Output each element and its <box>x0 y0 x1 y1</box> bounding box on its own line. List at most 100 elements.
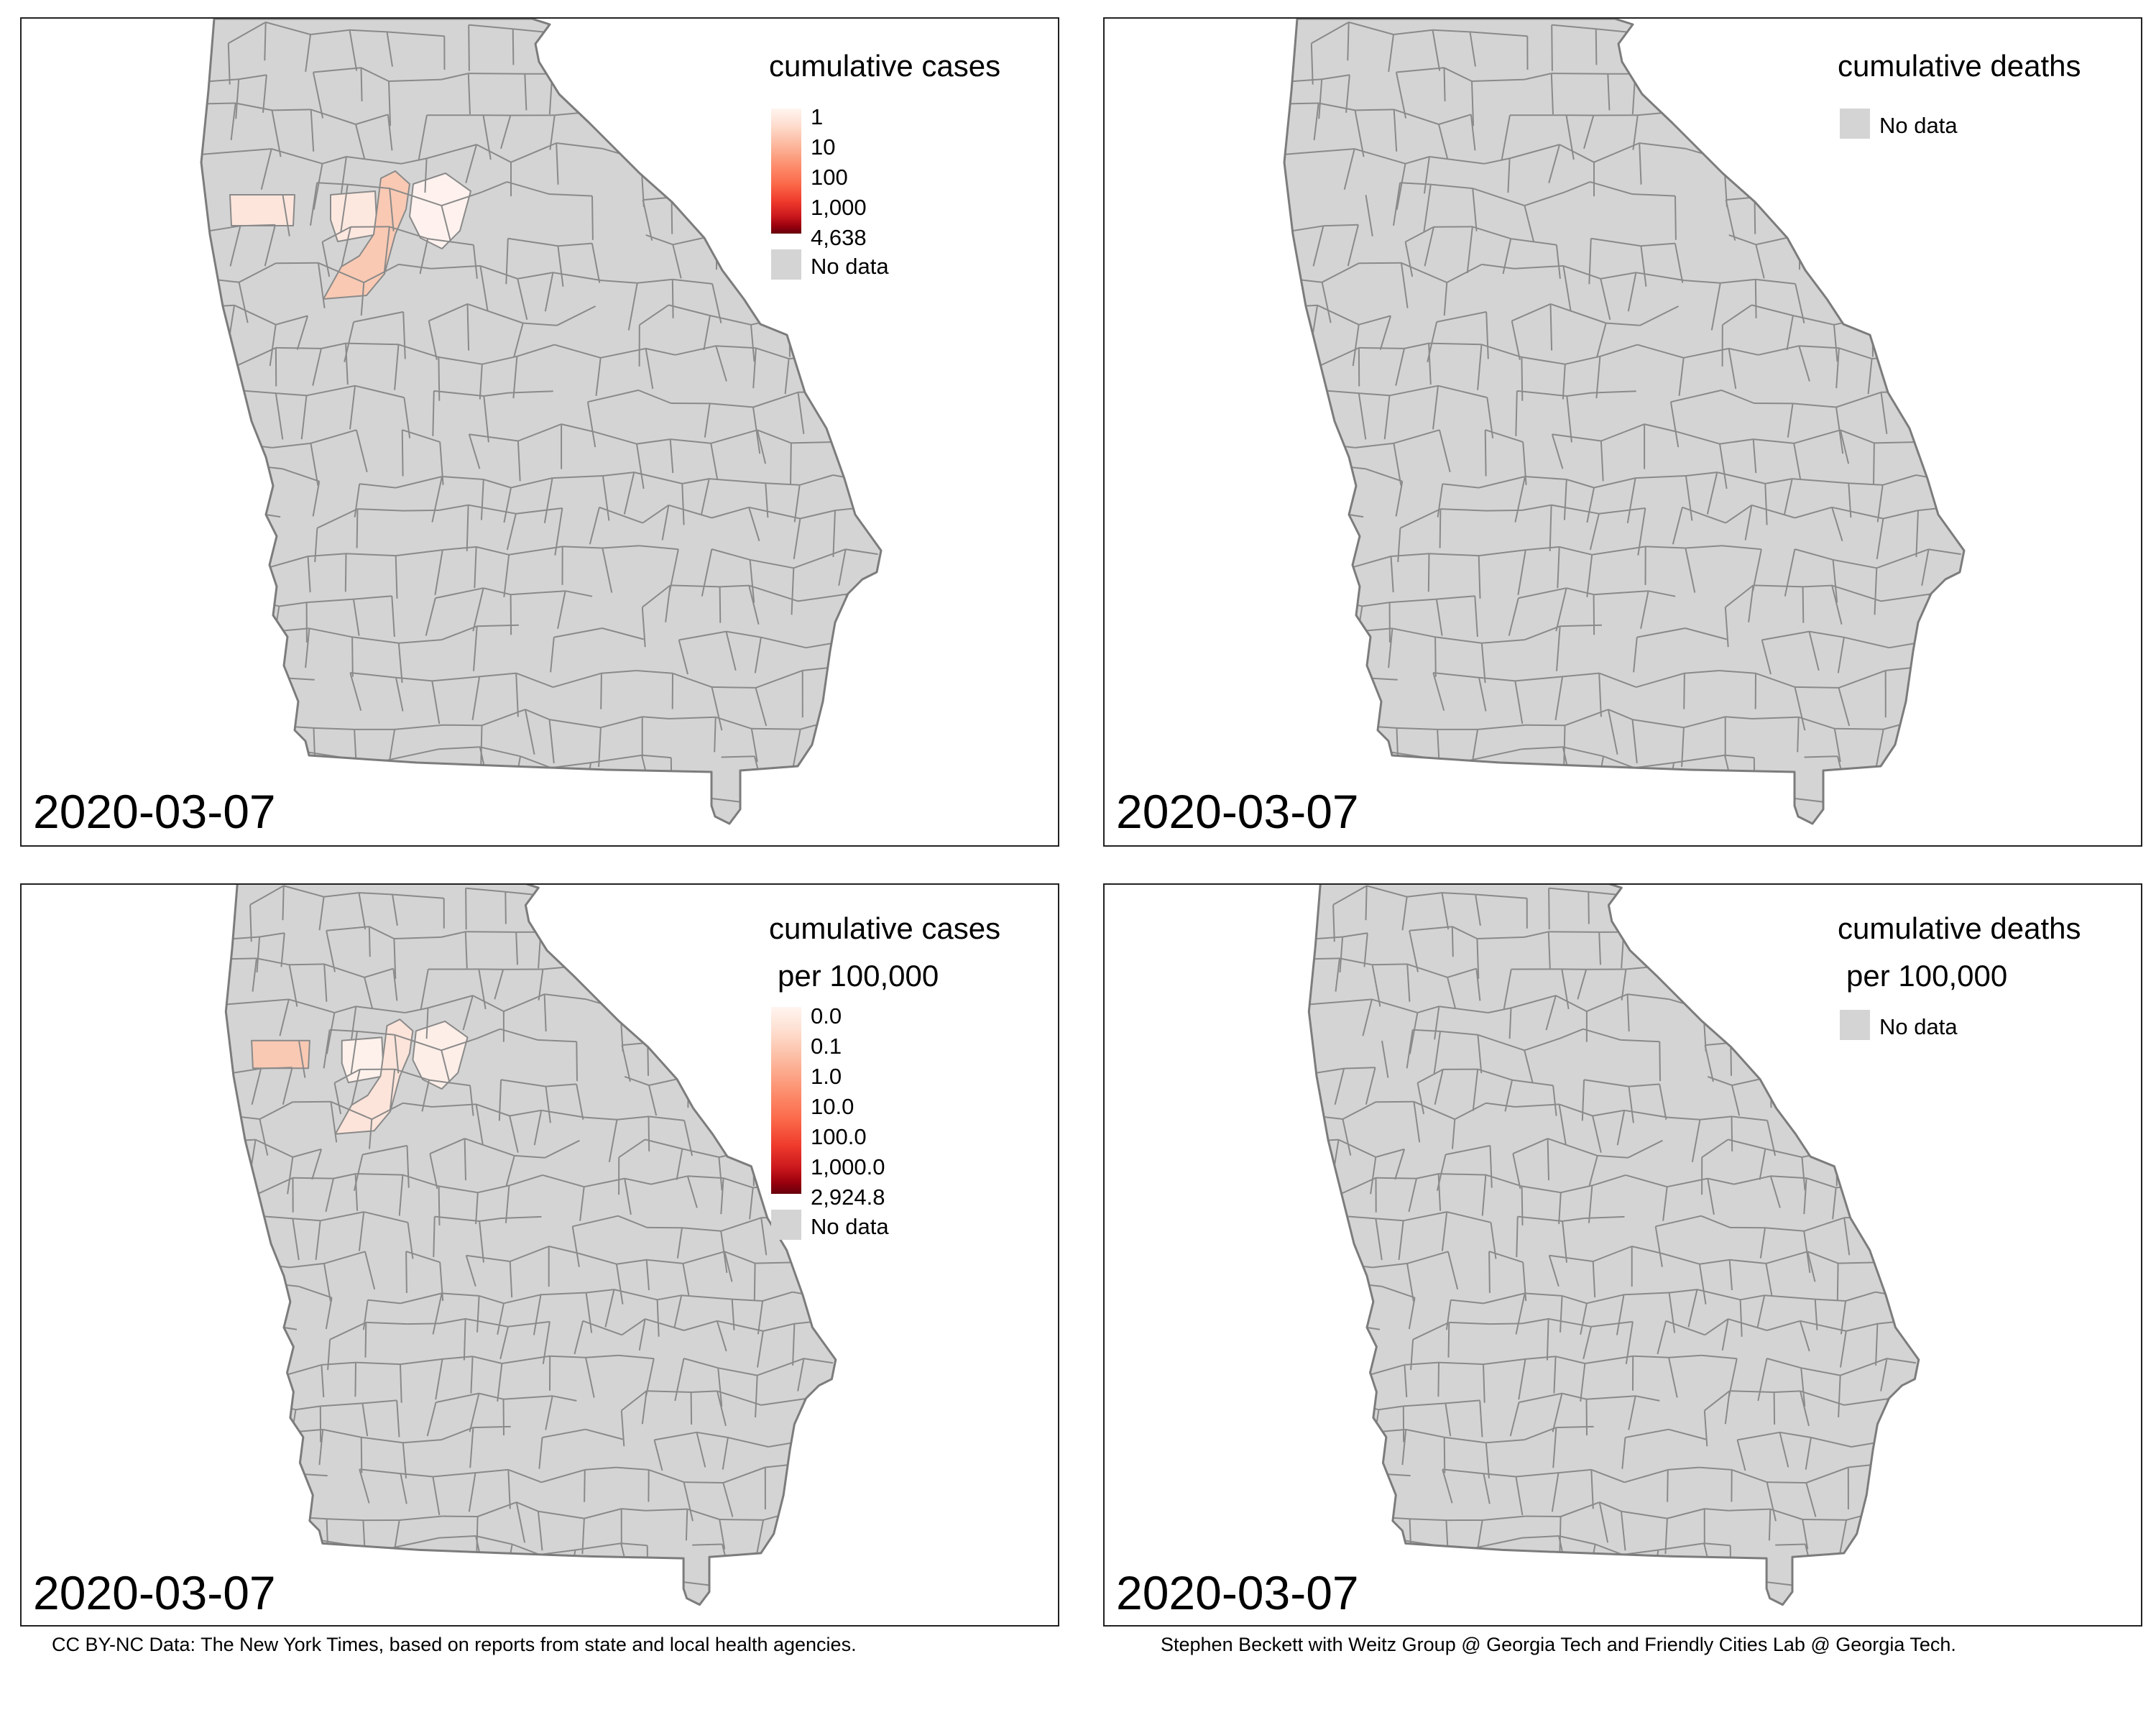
county-boundary <box>226 1507 252 1513</box>
county-boundary <box>510 1246 550 1262</box>
county-boundary <box>757 81 763 126</box>
county-boundary <box>760 1036 763 1075</box>
footer-credit-author: Stephen Beckett with Weitz Group @ Georg… <box>1161 1634 1956 1655</box>
county-boundary <box>1446 264 1483 283</box>
county-boundary <box>1882 269 1925 284</box>
county-boundary <box>748 506 801 520</box>
legend-label: 1.0 <box>811 1064 842 1089</box>
county-boundary <box>669 548 679 592</box>
county-boundary <box>579 1573 618 1583</box>
county-boundary <box>439 441 444 485</box>
county-boundary <box>1684 61 1695 107</box>
county-boundary <box>425 1008 429 1039</box>
county-boundary <box>1717 472 1766 484</box>
county-boundary <box>420 969 429 1010</box>
county-boundary <box>1554 676 1564 720</box>
county-boundary <box>593 431 637 445</box>
county-boundary <box>826 1299 834 1335</box>
legend-label: 2,924.8 <box>811 1184 885 1210</box>
county-boundary <box>1438 1173 1486 1176</box>
county-boundary <box>1475 893 1527 899</box>
county-boundary <box>1641 242 1675 247</box>
county-boundary <box>642 584 671 608</box>
county-boundary <box>469 433 519 442</box>
county-boundary <box>1342 1101 1376 1120</box>
county-boundary <box>1317 304 1360 326</box>
county-boundary <box>1417 1006 1439 1013</box>
county-boundary <box>723 1177 754 1189</box>
county-boundary <box>479 1220 484 1263</box>
county-boundary <box>1631 719 1638 764</box>
county-boundary <box>1592 1109 1625 1117</box>
county-boundary <box>1310 43 1314 85</box>
county-boundary <box>1365 886 1368 921</box>
county-boundary <box>1719 670 1756 674</box>
date-label: 2020-03-07 <box>33 1566 276 1619</box>
county-boundary <box>719 70 727 111</box>
county-boundary <box>784 358 790 395</box>
county-boundary <box>1704 1044 1714 1082</box>
county-boundary <box>1366 885 1407 898</box>
county-boundary <box>756 229 765 266</box>
county-boundary <box>1354 148 1406 165</box>
county-boundary <box>1284 715 1313 721</box>
county-boundary <box>1434 790 1447 824</box>
county-boundary <box>600 716 642 729</box>
county-boundary <box>1886 1358 1917 1364</box>
county-boundary <box>1913 666 1962 686</box>
county-boundary <box>1590 1469 1594 1509</box>
county-boundary <box>1848 482 1883 486</box>
county-boundary <box>1381 1541 1388 1578</box>
county-boundary <box>1710 75 1718 119</box>
county-boundary <box>1808 994 1813 1031</box>
county-boundary <box>1867 358 1873 395</box>
county-boundary <box>641 1391 648 1425</box>
county-boundary <box>322 226 351 243</box>
county-boundary <box>585 1292 593 1333</box>
county-boundary <box>470 1356 474 1394</box>
county-boundary <box>639 545 678 551</box>
county-boundary <box>1657 1320 1667 1355</box>
county-boundary <box>1757 1358 1768 1402</box>
county-boundary <box>1800 1320 1847 1332</box>
county-boundary <box>400 1292 442 1305</box>
county-boundary <box>1808 631 1820 671</box>
county-boundary <box>759 1591 766 1605</box>
county-boundary <box>1434 636 1482 644</box>
county-boundary <box>1748 585 1754 622</box>
county-boundary <box>351 1069 361 1105</box>
county-boundary <box>1770 960 1780 996</box>
county-boundary <box>1577 969 1588 1000</box>
county-boundary <box>1396 163 1406 210</box>
county-boundary <box>1703 902 1708 935</box>
county-boundary <box>1514 681 1524 724</box>
county-boundary <box>292 1177 334 1179</box>
county-boundary <box>715 106 727 145</box>
county-boundary <box>1832 997 1839 1037</box>
county-boundary <box>1524 1427 1557 1441</box>
county-boundary <box>755 996 799 1005</box>
county-boundary <box>538 1437 543 1469</box>
county-boundary <box>1550 303 1607 324</box>
county-boundary <box>1703 888 1736 903</box>
county-boundary <box>717 1368 723 1407</box>
county-boundary <box>791 568 795 615</box>
county-boundary <box>553 627 603 638</box>
county-boundary <box>305 34 311 73</box>
county-boundary <box>1344 1067 1376 1070</box>
county-boundary <box>725 631 737 671</box>
county-boundary <box>562 546 603 549</box>
county-boundary <box>1851 1442 1876 1448</box>
county-boundary <box>572 1215 619 1228</box>
county-boundary <box>1648 590 1676 597</box>
county-boundary <box>1517 1215 1563 1222</box>
county-boundary <box>1592 546 1646 556</box>
county-boundary <box>806 747 846 765</box>
county-boundary <box>306 598 354 604</box>
county-boundary <box>724 1071 765 1081</box>
county-boundary <box>318 1429 324 1466</box>
county-boundary <box>329 1321 367 1340</box>
county-boundary <box>472 244 478 279</box>
county-boundary <box>550 1355 586 1358</box>
county-boundary <box>226 1400 262 1408</box>
